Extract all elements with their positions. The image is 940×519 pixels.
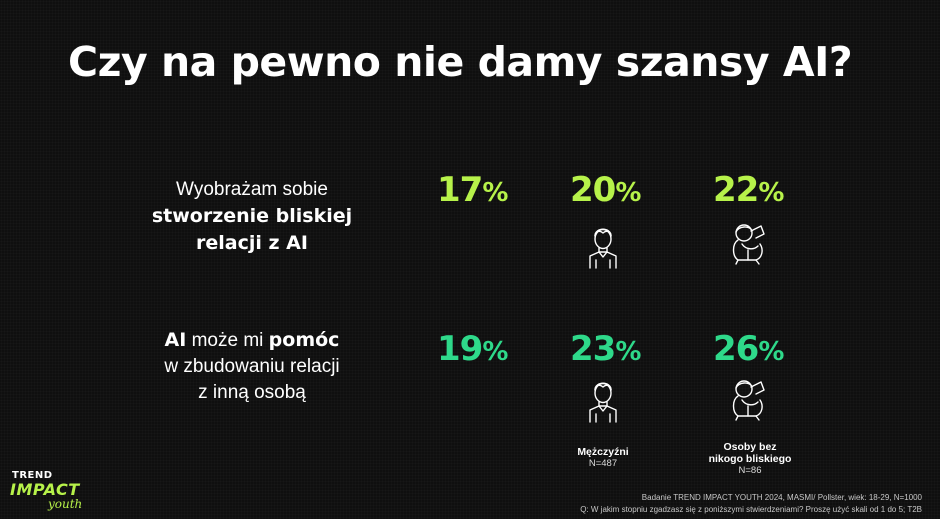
row-1-total-percent: 17% — [437, 170, 508, 210]
logo-line-3: youth — [48, 497, 83, 511]
statement-1: Wyobrażam sobie stworzenie bliskiej rela… — [122, 177, 382, 257]
page-title: Czy na pewno nie damy szansy AI? — [68, 38, 853, 86]
statement-1-line-1: Wyobrażam sobie — [176, 179, 328, 200]
statement-1-line-2: stworzenie bliskiej — [151, 205, 353, 227]
statement-2-pomoc: pomóc — [268, 329, 340, 351]
trend-impact-youth-logo: TREND IMPACT youth — [10, 470, 120, 514]
row-2-total-percent: 19% — [437, 329, 508, 369]
percent-number: 19 — [437, 329, 483, 369]
percent-number: 17 — [437, 170, 483, 210]
percent-sign: % — [615, 337, 641, 367]
percent-number: 22 — [713, 170, 759, 210]
lonely-person-icon — [728, 222, 770, 266]
row-1-lonely-percent: 22% — [713, 170, 784, 210]
group-sample-size: N=86 — [738, 465, 762, 476]
man-icon — [586, 222, 620, 270]
percent-sign: % — [482, 178, 508, 208]
logo-line-1: TREND — [12, 470, 53, 481]
group-sample-size: N=487 — [588, 458, 618, 469]
percent-sign: % — [482, 337, 508, 367]
percent-sign: % — [758, 178, 784, 208]
statement-1-line-3: relacji z AI — [196, 232, 308, 254]
percent-number: 26 — [713, 329, 759, 369]
statement-2-mid: może mi — [186, 330, 269, 351]
group-caption-lonely: Osoby bez nikogo bliskiego N=86 — [690, 441, 810, 477]
row-2-lonely-percent: 26% — [713, 329, 784, 369]
group-label: Mężczyźni — [577, 446, 629, 458]
group-caption-men: Mężczyźni N=487 — [563, 446, 643, 470]
logo-line-2: IMPACT — [10, 480, 80, 499]
statement-2-ai: AI — [164, 329, 187, 351]
man-icon — [586, 376, 620, 424]
percent-number: 20 — [570, 170, 616, 210]
statement-2-line-2: w zbudowaniu relacji — [164, 356, 340, 377]
percent-number: 23 — [570, 329, 616, 369]
lonely-person-icon — [728, 378, 770, 422]
row-2-men-percent: 23% — [570, 329, 641, 369]
group-label-line-1: Osoby bez — [723, 441, 777, 453]
source-line-1: Badanie TREND IMPACT YOUTH 2024, MASMI/ … — [641, 493, 922, 502]
group-label-line-2: nikogo bliskiego — [708, 453, 792, 465]
percent-sign: % — [615, 178, 641, 208]
percent-sign: % — [758, 337, 784, 367]
row-1-men-percent: 20% — [570, 170, 641, 210]
statement-2: AI może mi pomóc w zbudowaniu relacji z … — [122, 327, 382, 406]
statement-2-line-3: z inną osobą — [198, 382, 306, 403]
source-line-2: Q: W jakim stopniu zgadzasz się z poniżs… — [580, 505, 922, 514]
source-note: Badanie TREND IMPACT YOUTH 2024, MASMI/ … — [580, 492, 922, 516]
